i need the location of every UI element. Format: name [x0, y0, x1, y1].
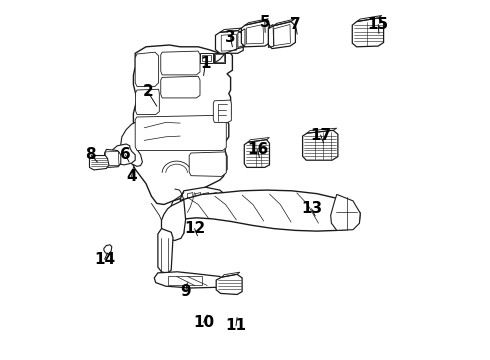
Polygon shape	[135, 52, 159, 86]
Text: 9: 9	[180, 284, 191, 299]
Polygon shape	[135, 115, 226, 150]
Polygon shape	[132, 45, 232, 204]
Polygon shape	[161, 51, 200, 75]
Polygon shape	[154, 272, 223, 288]
Text: 7: 7	[290, 17, 301, 32]
Polygon shape	[162, 200, 186, 240]
Text: 2: 2	[143, 84, 153, 99]
Polygon shape	[245, 140, 270, 167]
Text: 15: 15	[368, 17, 389, 32]
Polygon shape	[303, 130, 338, 160]
Polygon shape	[331, 194, 360, 230]
Polygon shape	[180, 187, 229, 214]
Polygon shape	[161, 76, 200, 98]
Text: 16: 16	[247, 142, 268, 157]
Polygon shape	[110, 144, 135, 165]
Text: 13: 13	[301, 201, 322, 216]
Polygon shape	[216, 274, 242, 294]
Text: 14: 14	[94, 252, 115, 267]
Polygon shape	[158, 229, 173, 274]
Polygon shape	[269, 22, 295, 49]
Polygon shape	[213, 100, 231, 122]
Text: 12: 12	[184, 221, 205, 236]
Text: 5: 5	[260, 15, 270, 30]
Text: 10: 10	[193, 315, 214, 330]
Polygon shape	[352, 18, 384, 47]
Polygon shape	[189, 152, 226, 176]
Polygon shape	[216, 31, 243, 53]
Text: 8: 8	[86, 147, 96, 162]
Polygon shape	[176, 190, 360, 233]
Text: 6: 6	[120, 147, 131, 162]
Text: 4: 4	[126, 169, 137, 184]
Text: 3: 3	[225, 30, 236, 45]
Polygon shape	[121, 122, 143, 166]
Polygon shape	[136, 89, 159, 114]
Polygon shape	[242, 21, 270, 47]
Polygon shape	[104, 245, 112, 254]
Text: 1: 1	[200, 55, 211, 71]
Text: 17: 17	[310, 127, 331, 143]
Polygon shape	[104, 149, 121, 167]
Polygon shape	[90, 156, 109, 170]
Text: 11: 11	[225, 318, 246, 333]
